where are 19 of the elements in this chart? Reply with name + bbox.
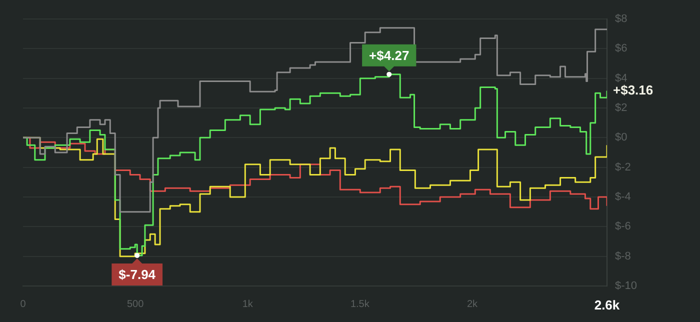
y-tick-label: $2 [615, 102, 628, 114]
y-tick-label: $0 [615, 132, 628, 144]
y-tick-label: $-2 [615, 161, 631, 174]
x-tick-label: 500 [126, 298, 144, 310]
annotation: +$4.27 [369, 48, 410, 63]
annotation: +$3.16 [613, 82, 654, 98]
x-tick-label: 1k [242, 298, 254, 310]
x-tick-label: 2.6k [594, 297, 620, 312]
y-tick-label: $6 [615, 42, 628, 55]
x-tick-label: 2k [466, 298, 479, 310]
y-tick-label: $4 [615, 72, 628, 84]
y-tick-label: $-6 [615, 220, 631, 233]
x-tick-label: 1.5k [350, 298, 370, 310]
y-tick-label: $-8 [615, 250, 631, 262]
annotation: $-7.94 [118, 267, 156, 282]
y-tick-label: $-4 [615, 191, 631, 204]
y-tick-label: $8 [615, 13, 628, 26]
y-tick-label: $-10 [615, 280, 638, 292]
x-tick-label: 0 [20, 298, 26, 310]
